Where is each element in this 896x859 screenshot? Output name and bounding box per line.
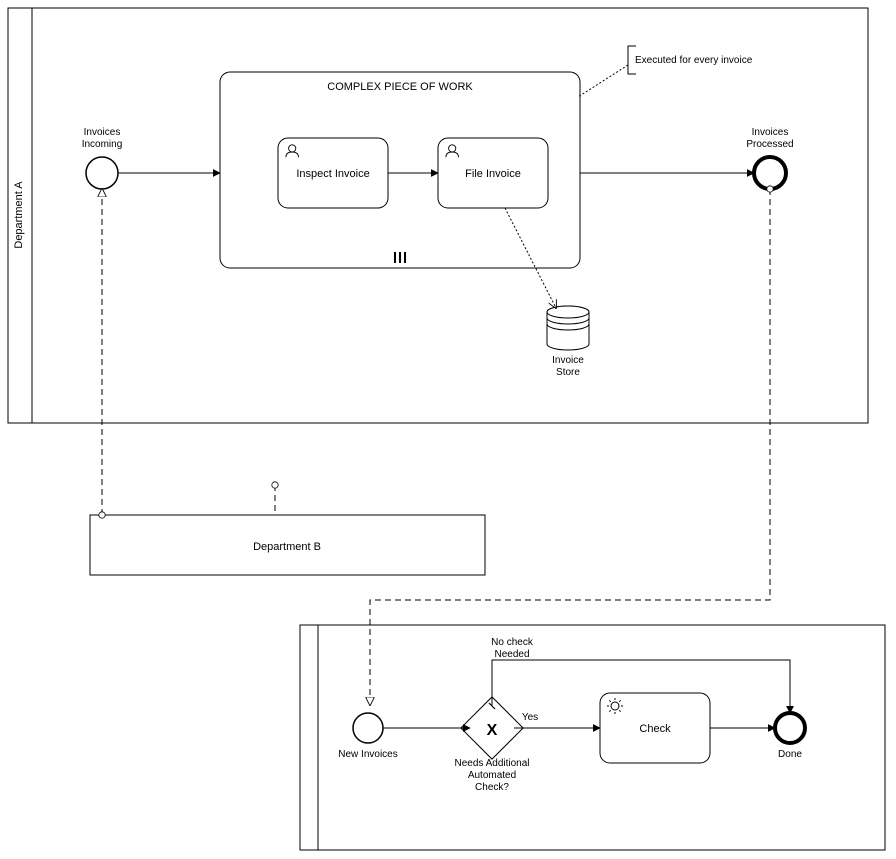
- assoc-annotation: [578, 65, 628, 97]
- pool-a-outer: [8, 8, 868, 423]
- pool-a-label: Department A: [13, 181, 25, 249]
- datastore-label-2: Store: [556, 367, 580, 378]
- start-a-label-2: Incoming: [82, 139, 123, 150]
- multi-instance-marker: [395, 252, 405, 263]
- task-inspect-label: Inspect Invoice: [296, 168, 369, 180]
- user-icon: [446, 145, 459, 158]
- end-a-label-1: Invoices: [752, 127, 789, 138]
- flow-no-label-2: Needed: [494, 649, 529, 660]
- user-icon: [286, 145, 299, 158]
- start-event-new-invoices: New Invoices: [338, 713, 397, 760]
- flow-gateway-default: [492, 660, 790, 713]
- task-inspect-invoice: Inspect Invoice: [278, 138, 388, 208]
- end-b-label: Done: [778, 749, 802, 760]
- gateway-label-3: Check?: [475, 782, 509, 793]
- association-flows: [505, 65, 628, 308]
- end-a-label-2: Processed: [746, 139, 793, 150]
- subprocess-complex-work: COMPLEX PIECE OF WORK: [220, 72, 580, 268]
- gateway-label-1: Needs Additional: [454, 758, 529, 769]
- pool-department-a: Department A: [8, 8, 868, 423]
- gateway-marker: X: [487, 722, 498, 739]
- flow-no-label-1: No check: [491, 637, 534, 648]
- sequence-flows: Yes No check Needed: [118, 173, 790, 728]
- start-event-invoices-incoming: Invoices Incoming: [82, 127, 123, 189]
- pool-b-label: Department B: [253, 541, 321, 553]
- start-b-label: New Invoices: [338, 749, 397, 760]
- task-check-label: Check: [639, 723, 671, 735]
- pool-department-b-collapsed: Department B: [90, 515, 485, 575]
- subprocess-label: COMPLEX PIECE OF WORK: [327, 81, 473, 93]
- start-a-label-1: Invoices: [84, 127, 121, 138]
- gateway-needs-check: X Needs Additional Automated Check?: [454, 697, 529, 793]
- gateway-label-2: Automated: [468, 770, 516, 781]
- gear-icon: [607, 698, 623, 714]
- data-store-invoice-store: Invoice Store: [547, 306, 589, 378]
- message-flows: [102, 189, 770, 705]
- task-file-invoice: File Invoice: [438, 138, 548, 208]
- annotation-text: Executed for every invoice: [635, 55, 753, 66]
- text-annotation: Executed for every invoice: [628, 46, 753, 74]
- msg-end-a-to-start-b: [370, 189, 770, 705]
- task-check: Check: [600, 693, 710, 763]
- end-event-done: Done: [775, 713, 805, 760]
- flow-yes-label: Yes: [522, 712, 538, 723]
- datastore-label-1: Invoice: [552, 355, 584, 366]
- subprocess-rect: [220, 72, 580, 268]
- assoc-file-to-store: [505, 208, 556, 308]
- task-file-label: File Invoice: [465, 168, 521, 180]
- end-event-invoices-processed: Invoices Processed: [746, 127, 793, 189]
